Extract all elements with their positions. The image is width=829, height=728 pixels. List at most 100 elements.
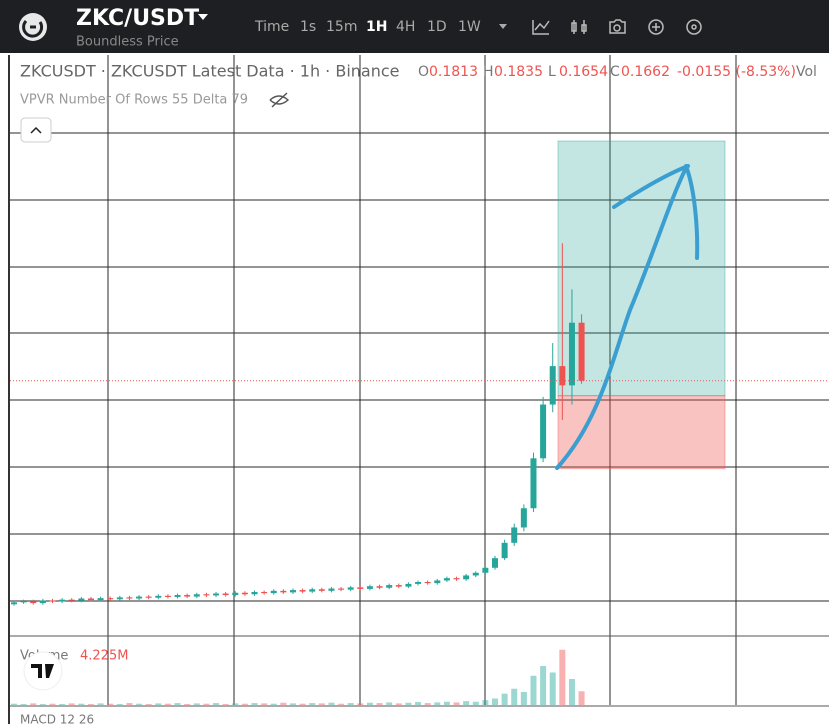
candle-body	[289, 590, 296, 593]
candle-body	[59, 599, 66, 602]
candle-body	[11, 602, 17, 605]
volume-bar	[126, 703, 133, 705]
candle-body	[261, 591, 268, 594]
candle-body	[251, 591, 258, 595]
candle-body	[213, 593, 220, 596]
timeframe-caret[interactable]	[499, 24, 507, 29]
logo-glyph	[22, 19, 44, 38]
indicators-icon[interactable]	[532, 20, 550, 35]
candle-body	[578, 322, 585, 381]
candle-body	[203, 594, 210, 596]
candle-body	[97, 598, 104, 601]
candle-body	[540, 404, 547, 459]
add-glyph	[652, 23, 660, 31]
volume-bar	[59, 704, 66, 705]
volume-bar	[11, 703, 17, 705]
drawn-arrow	[555, 164, 700, 470]
volume-bar	[184, 704, 191, 705]
tv-logo-glyph	[31, 664, 54, 678]
candle-body	[193, 594, 200, 597]
snapshot-icon[interactable]	[609, 19, 626, 34]
candle-body	[463, 575, 470, 580]
candle-body	[366, 586, 373, 589]
legend-change: -0.0155 (-8.53%)	[677, 64, 796, 80]
chart-type-icon[interactable]	[571, 20, 587, 34]
volume-bar	[347, 703, 354, 705]
volume-bar	[30, 703, 37, 705]
candle-body	[241, 592, 248, 595]
candle-body	[174, 595, 181, 597]
candle-body	[126, 597, 133, 599]
volume-bar	[376, 703, 383, 705]
timeframe-button[interactable]: Time	[254, 19, 289, 35]
volume-bar	[136, 703, 143, 705]
volume-bar	[395, 703, 402, 705]
volume-bar	[463, 701, 470, 705]
volume-bar	[193, 703, 200, 705]
volume-bar	[453, 702, 460, 705]
volume-bar	[530, 675, 537, 705]
legend-h: 0.1835	[494, 64, 543, 80]
candle-body	[39, 600, 46, 604]
volume-bar	[164, 703, 171, 705]
add-icon[interactable]	[648, 19, 664, 35]
volume-bar	[434, 702, 441, 705]
legend-l: 0.1654	[559, 64, 608, 80]
volume-bar	[386, 702, 393, 705]
timeframe-button[interactable]: 1D	[427, 19, 447, 35]
symbol[interactable]: ZKC/USDT	[76, 6, 199, 31]
candle-body	[395, 585, 402, 587]
volume-bar	[270, 703, 277, 705]
legend-h-label: H	[483, 64, 494, 80]
legend-vol: Vol	[796, 64, 817, 80]
volume-bar	[213, 703, 220, 705]
volume-bar	[241, 703, 248, 705]
volume-bar	[568, 679, 575, 705]
candle-body	[222, 593, 229, 596]
settings-icon[interactable]	[686, 19, 702, 35]
symbol-caret[interactable]	[198, 14, 208, 20]
candle-body	[415, 581, 422, 584]
volume-bar	[578, 691, 585, 705]
timeframe-button[interactable]: 1s	[300, 19, 316, 35]
candle-body	[482, 567, 489, 573]
volume-bar	[222, 704, 229, 705]
volume-bar	[472, 701, 479, 705]
volume-bar	[261, 703, 268, 705]
timeframe-button[interactable]: 1W	[458, 19, 481, 35]
volume-value: 4.225M	[80, 649, 128, 664]
candle-body	[328, 588, 335, 591]
timeframe-button[interactable]: 15m	[326, 19, 357, 35]
candle-body	[501, 542, 508, 559]
volume-bar	[338, 703, 345, 705]
volume-bar	[251, 703, 258, 705]
timeframe-button[interactable]: 4H	[396, 19, 415, 35]
candle-body	[424, 581, 431, 584]
timeframe-button[interactable]: 1H	[366, 19, 387, 35]
candle-body	[232, 592, 239, 596]
volume-bar	[49, 703, 56, 705]
candle-body	[164, 595, 171, 597]
grid	[10, 55, 829, 707]
collapse-glyph	[30, 126, 42, 134]
candle-body	[453, 578, 460, 580]
volume-bar	[482, 700, 489, 705]
volume-bar	[174, 703, 181, 705]
symbol-subtitle: Boundless Price	[76, 35, 179, 50]
volume-bar	[203, 703, 210, 705]
volume-bar	[145, 704, 152, 705]
candle-body	[376, 586, 383, 588]
volume-bar	[78, 703, 85, 705]
hide-icon[interactable]	[269, 92, 290, 108]
candle-body	[107, 598, 114, 600]
candle-body	[30, 601, 37, 604]
volume-bar	[87, 704, 94, 705]
volume-bar	[328, 702, 335, 705]
candle-body	[145, 596, 152, 598]
collapse-button[interactable]	[20, 117, 52, 143]
tv-logo[interactable]	[23, 651, 63, 691]
volume-bar	[299, 703, 306, 705]
volume-bar	[289, 703, 296, 705]
